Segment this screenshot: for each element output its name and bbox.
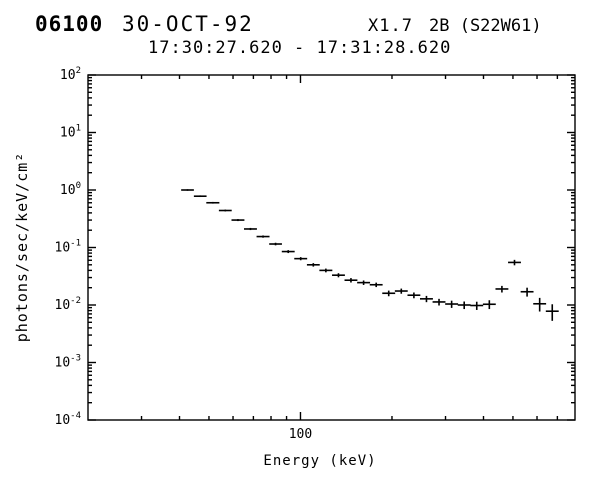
x-axis-label: Energy (keV): [263, 453, 377, 469]
time-range: 17:30:27.620 - 17:31:28.620: [148, 38, 452, 58]
y-tick-label: 101: [60, 124, 81, 141]
tick-labels: 102 101 100 10-1 10-2 10-3 10-4 100: [55, 66, 313, 442]
y-tick-label: 10-1: [55, 239, 82, 256]
y-tick-label: 102: [60, 66, 81, 83]
event-id: 06100: [35, 12, 104, 36]
optical-class: 2B (S22W61): [429, 16, 542, 36]
event-date: 30-OCT-92: [122, 12, 254, 36]
y-tick-label: 10-2: [55, 296, 82, 313]
x-tick-label: 100: [289, 427, 312, 442]
y-axis-label: photons/sec/keV/cm²: [13, 151, 31, 343]
data-series: [181, 189, 559, 321]
y-tick-label: 100: [60, 181, 81, 198]
axes: [87, 74, 576, 421]
plot-frame: [87, 74, 576, 421]
goes-class: X1.7: [368, 16, 413, 36]
y-tick-label: 10-4: [55, 411, 82, 428]
y-tick-label: 10-3: [55, 354, 82, 371]
